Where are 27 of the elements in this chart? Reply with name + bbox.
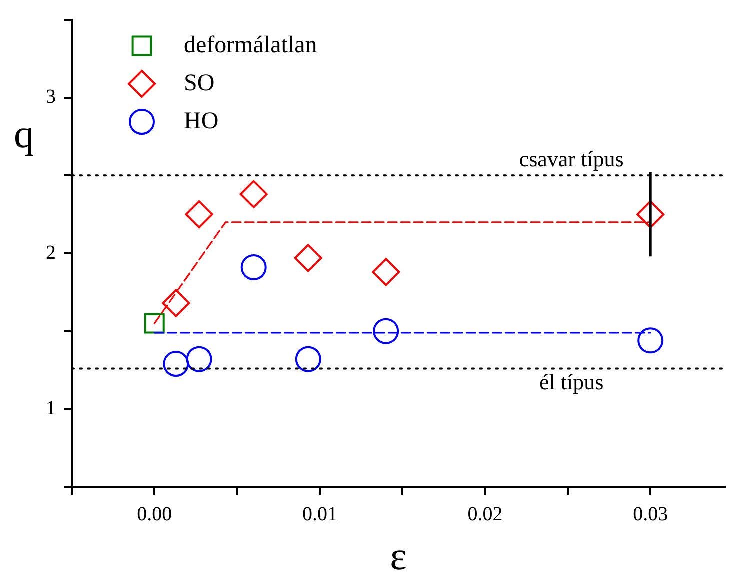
y-tick-label: 1 [46,397,56,420]
point [162,289,190,318]
ref-line-label: él típus [539,369,604,394]
y-axis-title: q [14,111,34,156]
point [163,351,190,378]
y-tick-label: 3 [46,86,56,108]
point [240,180,268,208]
point [240,254,267,281]
point [186,346,212,372]
y-tick-label: 2 [46,242,56,264]
point [636,200,665,229]
x-axis-title: ε [390,534,407,578]
x-tick-label: 0.03 [633,503,668,526]
point [373,318,400,344]
x-tick-label: 0.00 [137,503,172,526]
x-tick-label: 0.02 [468,503,503,526]
ref-line-label: csavar típus [519,146,624,172]
point [638,328,664,354]
point [185,200,214,229]
point [294,244,322,272]
legend-label: deformálatlan [184,32,318,58]
point [295,346,322,372]
x-tick-label: 0.01 [302,503,338,526]
legend-label: HO [184,108,219,134]
legend-label: SO [184,70,215,96]
point [144,313,165,334]
point [372,258,400,286]
